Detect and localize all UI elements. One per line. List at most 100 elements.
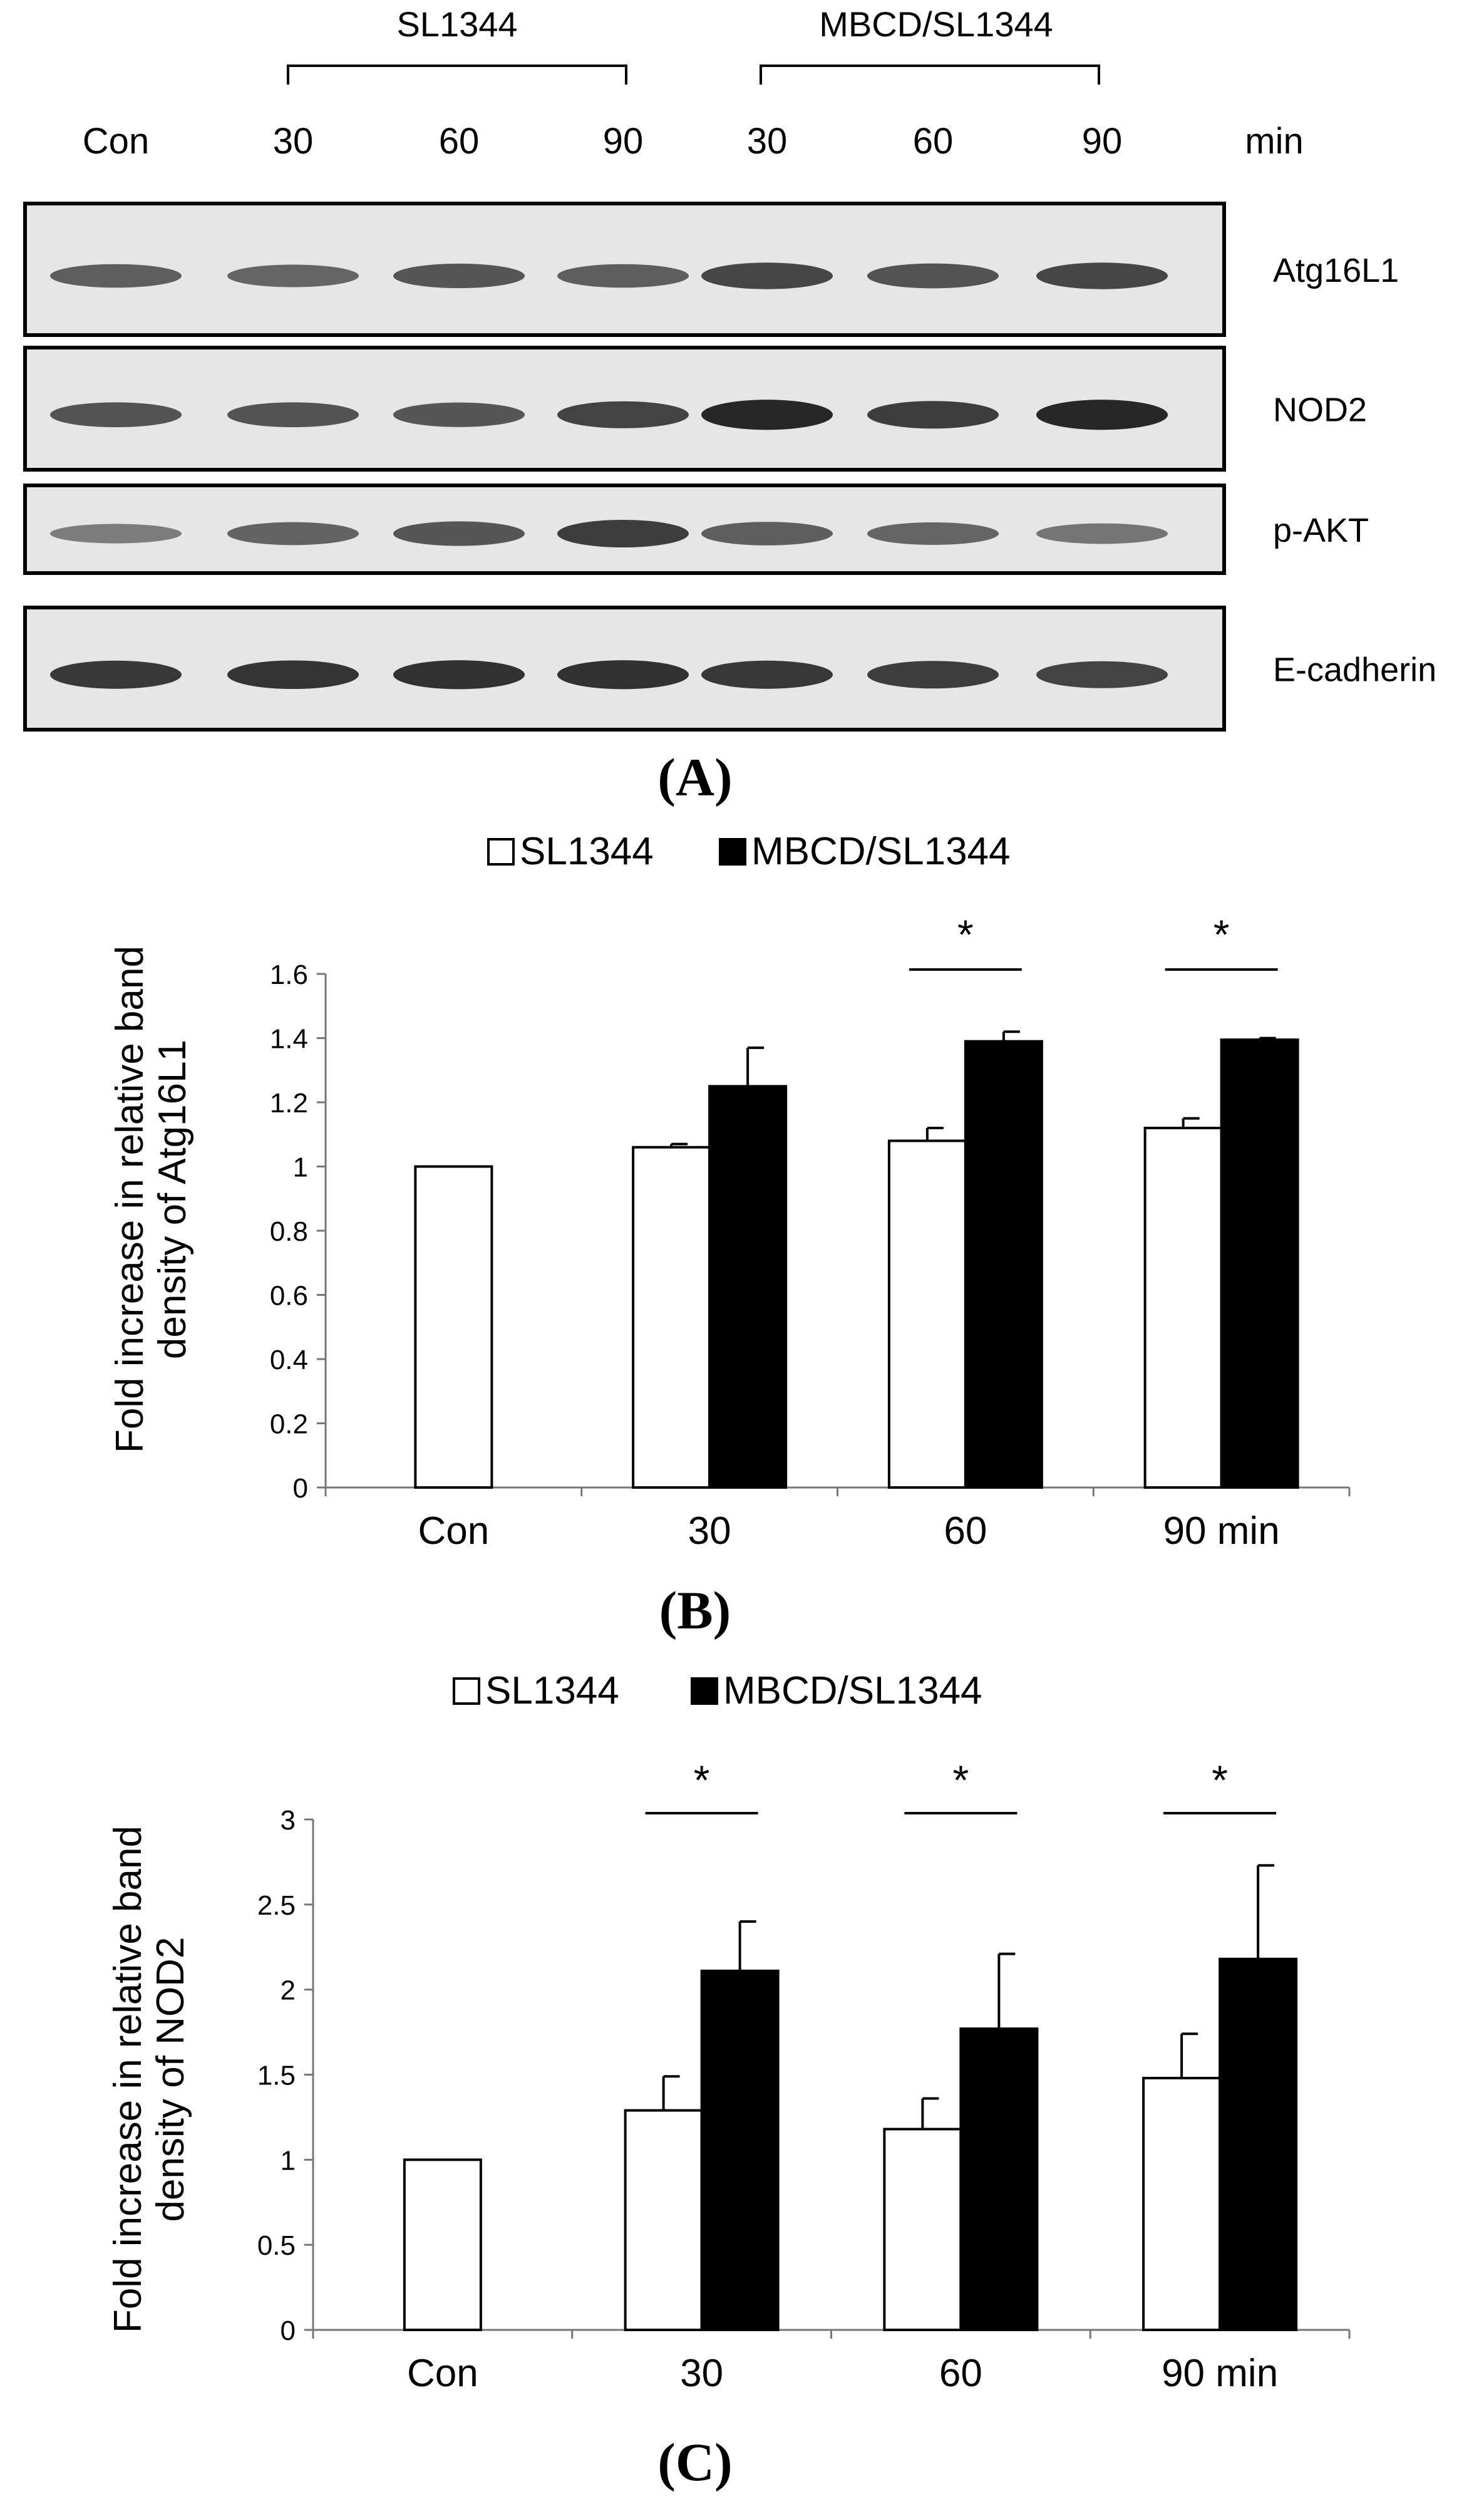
y-axis-label: density of NOD2 (149, 1937, 192, 2222)
group-label-sl1344: SL1344 (396, 4, 517, 44)
lane-label-4: 90 (603, 121, 644, 162)
significance-star-90-min: * (1213, 911, 1230, 958)
row-label-atg16l1: Atg16L1 (1273, 252, 1399, 289)
bar-mbcd-sl1344-60 (959, 2027, 1039, 2331)
y-tick-label: 1.4 (270, 1024, 308, 1055)
blot-row-atg16l1: Atg16L1 (23, 202, 1399, 337)
x-tick-label-con: Con (418, 1509, 490, 1553)
band-p-akt-lane-4 (557, 520, 689, 547)
bar-sl1344-con (414, 1165, 493, 1489)
band-nod2-lane-1 (50, 402, 182, 428)
chart-b: SL1344 MBCD/SL1344 0 0.2 0.4 0.6 0.8 1 1.2 1.4 1.6… (108, 830, 1351, 1640)
significance-star-30: * (694, 1757, 710, 1803)
band-atg16l1-lane-3 (393, 263, 525, 289)
band-nod2-lane-3 (393, 402, 525, 427)
bar-mbcd-sl1344-90-min (1219, 1957, 1298, 2331)
legend-swatch-mbcd-sl1344 (691, 1677, 718, 1705)
y-tick-label: 1.2 (270, 1088, 308, 1119)
legend: SL1344 MBCD/SL1344 (453, 1669, 982, 1712)
significance-star-60: * (957, 911, 974, 958)
bar-sl1344-60 (887, 1139, 967, 1489)
group-bracket-sl1344 (287, 65, 627, 85)
band-e-cadherin-lane-4 (557, 660, 689, 690)
x-tick-label-60: 60 (944, 1509, 987, 1553)
y-tick-label: 0.8 (270, 1216, 308, 1247)
y-axis-label: density of Atg16L1 (151, 1040, 194, 1359)
legend-label-sl1344: SL1344 (520, 830, 654, 873)
panel-label-a: (A) (657, 747, 732, 807)
y-tick-label: 1 (281, 2145, 296, 2176)
significance-star-90-min: * (1212, 1757, 1228, 1803)
band-atg16l1-lane-4 (557, 264, 689, 288)
lane-label-2: 30 (273, 121, 314, 162)
band-e-cadherin-lane-6 (867, 661, 999, 689)
x-tick-label-90-min: 90 min (1163, 1509, 1280, 1553)
bar-sl1344-60 (883, 2128, 962, 2332)
y-tick-label: 2 (281, 1975, 296, 2006)
y-tick-label: 0.2 (270, 1409, 308, 1440)
y-tick-label: 2.5 (257, 1890, 296, 1921)
blot-row-e-cadherin: E-cadherin (23, 606, 1436, 732)
lane-label-5: 30 (747, 121, 788, 162)
band-p-akt-lane-5 (701, 522, 833, 546)
band-e-cadherin-lane-3 (393, 660, 525, 690)
y-tick-label: 0.6 (270, 1281, 308, 1312)
band-atg16l1-lane-6 (867, 263, 999, 289)
panel-label-b: (B) (659, 1580, 731, 1640)
bar-mbcd-sl1344-90-min (1220, 1038, 1299, 1489)
band-atg16l1-lane-7 (1036, 262, 1168, 289)
y-tick-label: 0.5 (257, 2230, 296, 2261)
band-p-akt-lane-6 (867, 522, 999, 545)
chart-c: SL1344 MBCD/SL1344 0 0.5 1 1.5 2 2.5 3 Fold incre… (106, 1669, 1351, 2492)
legend-swatch-sl1344 (487, 838, 515, 866)
legend-label-sl1344: SL1344 (485, 1669, 619, 1712)
bar-mbcd-sl1344-30 (700, 1969, 780, 2332)
y-tick-label: 0 (281, 2315, 296, 2346)
band-p-akt-lane-7 (1036, 523, 1168, 544)
lane-labels: Con 30 60 90 30 60 90 (83, 121, 1122, 162)
band-nod2-lane-2 (227, 402, 359, 428)
x-tick-label-60: 60 (939, 2352, 982, 2395)
lane-label-1: Con (83, 121, 149, 162)
group-label-mbcd-sl1344: MBCD/SL1344 (819, 4, 1053, 44)
y-tick-label: 1 (293, 1152, 308, 1183)
x-tick-label-30: 30 (680, 2352, 723, 2395)
row-label-e-cadherin: E-cadherin (1273, 651, 1436, 689)
y-axis-label: Fold increase in relative band (106, 1826, 150, 2333)
lane-label-6: 60 (913, 121, 954, 162)
y-tick-label: 0 (293, 1473, 308, 1504)
row-label-nod2: NOD2 (1273, 391, 1367, 429)
band-e-cadherin-lane-1 (50, 660, 182, 689)
group-bracket-mbcd-sl1344 (760, 65, 1100, 85)
x-tick-label-90-min: 90 min (1162, 2352, 1278, 2395)
band-p-akt-lane-1 (50, 524, 182, 544)
significance-star-60: * (953, 1757, 969, 1803)
legend-swatch-mbcd-sl1344 (719, 838, 746, 866)
lane-label-7: 90 (1082, 121, 1123, 162)
blot-panel: Atg16L1 NOD2 p-AKT E-cadherin (23, 202, 1436, 732)
bar-mbcd-sl1344-30 (708, 1085, 788, 1489)
band-nod2-lane-7 (1036, 400, 1168, 430)
legend-swatch-sl1344 (453, 1677, 480, 1705)
band-nod2-lane-4 (557, 401, 689, 428)
band-e-cadherin-lane-2 (227, 660, 359, 690)
band-atg16l1-lane-2 (227, 264, 359, 287)
band-p-akt-lane-3 (393, 521, 525, 546)
row-label-p-akt: p-AKT (1273, 512, 1369, 549)
bar-sl1344-30 (632, 1146, 711, 1489)
band-e-cadherin-lane-7 (1036, 661, 1168, 688)
band-nod2-lane-6 (867, 401, 999, 429)
legend-label-mbcd-sl1344: MBCD/SL1344 (723, 1669, 982, 1712)
x-tick-label-con: Con (407, 2352, 478, 2395)
y-tick-label: 1.6 (270, 960, 308, 990)
bar-sl1344-90-min (1142, 2076, 1222, 2332)
legend-label-mbcd-sl1344: MBCD/SL1344 (751, 830, 1011, 873)
band-p-akt-lane-2 (227, 522, 359, 546)
bar-sl1344-90-min (1143, 1127, 1223, 1489)
legend: SL1344 MBCD/SL1344 (487, 830, 1011, 873)
band-e-cadherin-lane-5 (701, 660, 833, 689)
blot-row-p-akt: p-AKT (23, 484, 1369, 575)
y-tick-label: 1.5 (257, 2061, 296, 2091)
